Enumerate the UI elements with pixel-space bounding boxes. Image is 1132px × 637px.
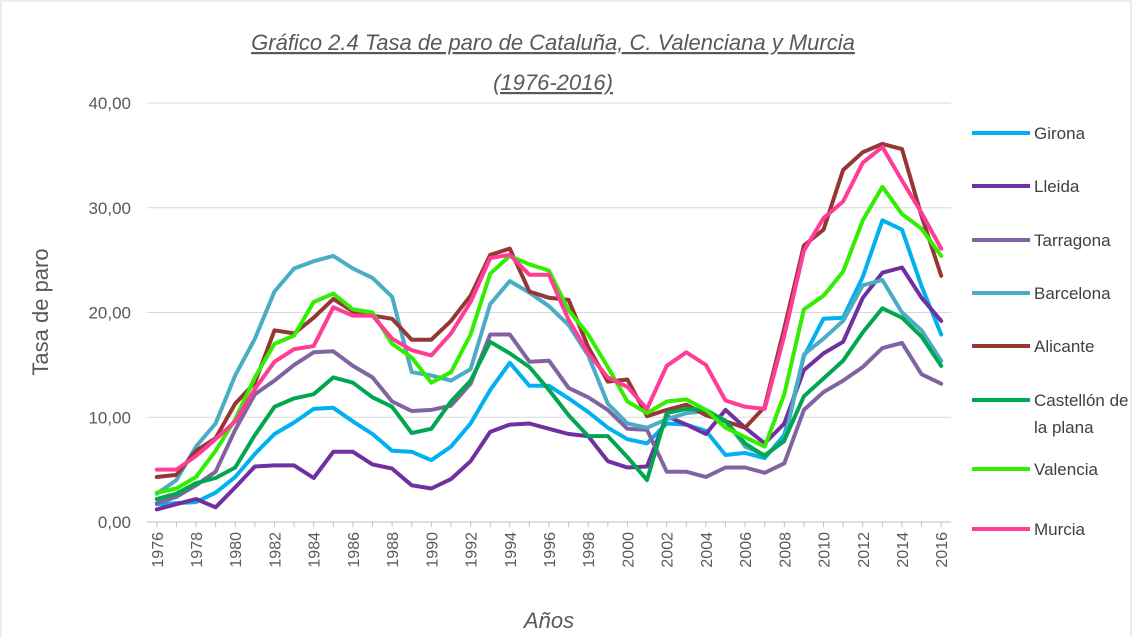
legend-label: Tarragona xyxy=(1034,231,1111,250)
x-tick-label: 1976 xyxy=(150,532,167,568)
series-line xyxy=(154,184,944,495)
y-tick-label: 30,00 xyxy=(88,199,131,218)
x-tick-label: 2012 xyxy=(856,532,873,568)
y-tick-label: 0,00 xyxy=(98,513,131,532)
x-tick-label: 1984 xyxy=(307,532,324,568)
legend-label: Alicante xyxy=(1034,337,1095,356)
series-line xyxy=(154,265,944,512)
series-line xyxy=(154,306,944,501)
x-tick-label: 1992 xyxy=(464,532,481,568)
x-tick-label: 2006 xyxy=(738,532,755,568)
x-tick-label: 2010 xyxy=(817,532,834,568)
x-axis-label: Años xyxy=(522,608,574,633)
chart-subtitle: (1976-2016) xyxy=(493,70,613,95)
x-tick-label: 1996 xyxy=(542,532,559,568)
legend-label: Lleida xyxy=(1034,177,1080,196)
x-tick-label: 2004 xyxy=(699,532,716,568)
x-tick-label: 2014 xyxy=(895,532,912,568)
x-tick-label: 2002 xyxy=(660,532,677,568)
y-axis-label: Tasa de paro xyxy=(28,248,53,375)
series-line xyxy=(154,253,944,496)
legend-label: Murcia xyxy=(1034,520,1086,539)
x-tick-label: 2008 xyxy=(777,532,794,568)
series-line xyxy=(154,332,944,506)
y-tick-label: 40,00 xyxy=(88,94,131,113)
legend-label: Barcelona xyxy=(1034,284,1111,303)
y-tick-label: 20,00 xyxy=(88,304,131,323)
x-tick-label: 1990 xyxy=(424,532,441,568)
x-tick-label: 1986 xyxy=(346,532,363,568)
x-tick-label: 1998 xyxy=(581,532,598,568)
series-line xyxy=(154,145,944,472)
x-tick-label: 2000 xyxy=(620,532,637,568)
x-tick-label: 1988 xyxy=(385,532,402,568)
legend-label: Girona xyxy=(1034,124,1086,143)
legend-label: Valencia xyxy=(1034,460,1098,479)
x-tick-label: 1980 xyxy=(228,532,245,568)
y-tick-label: 10,00 xyxy=(88,408,131,427)
chart-title: Gráfico 2.4 Tasa de paro de Cataluña, C.… xyxy=(251,30,855,55)
legend-label: Castellón de la plana xyxy=(1034,391,1129,437)
series-line xyxy=(154,218,944,507)
x-tick-label: 2016 xyxy=(934,532,951,568)
x-tick-label: 1978 xyxy=(189,532,206,568)
x-tick-label: 1982 xyxy=(267,532,284,568)
x-tick-label: 1994 xyxy=(503,532,520,568)
